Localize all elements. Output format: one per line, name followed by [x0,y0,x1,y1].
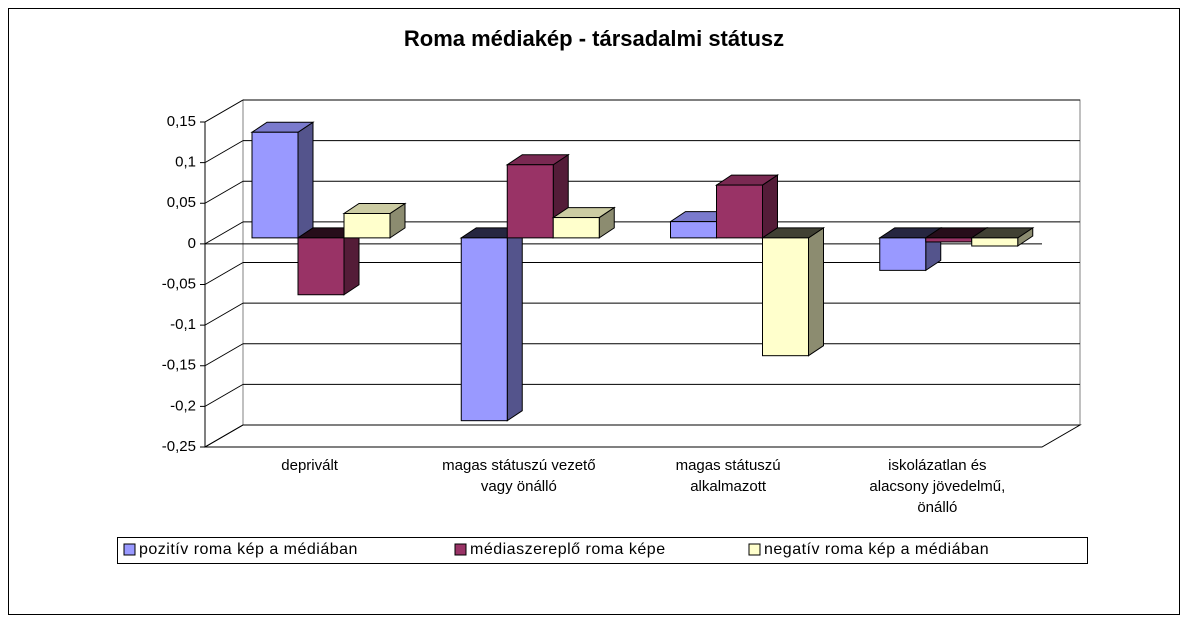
bar [343,213,391,239]
bar-side [506,226,523,422]
y-tick-label: -0,05 [162,275,196,292]
chart-frame [8,8,1180,615]
grid-line [204,221,244,245]
y-tick-label: 0,1 [175,154,196,171]
bar-side [808,226,824,357]
bar [762,237,809,357]
legend-label: médiaszereplő roma képe [470,541,666,558]
bar [925,237,973,243]
x-tick-label: önálló [917,499,957,516]
legend-swatch [748,543,761,556]
bar [460,237,508,422]
grid-line [204,262,244,285]
legend-box [117,537,1088,564]
bar [879,237,927,271]
x-tick-label: alkalmazott [690,478,767,495]
grid-line [204,140,244,164]
bar [971,237,1019,247]
bar [251,131,299,239]
x-tick-label: deprivált [281,457,339,474]
legend-swatch [123,543,136,556]
grid-line [204,99,244,123]
x-tick-label: magas státuszú vezető [442,457,595,474]
legend-swatch [454,543,467,556]
legend-label: pozitív roma kép a médiában [139,541,358,558]
x-tick-label: alacsony jövedelmű, [869,478,1005,495]
grid-line [204,343,244,367]
y-tick-label: 0,05 [167,194,196,211]
x-tick-label: vagy önálló [481,478,557,495]
legend-label: negatív roma kép a médiában [764,541,989,558]
grid-line [204,180,244,204]
grid-line [204,383,244,407]
bar-side [297,121,314,239]
bar [552,217,600,239]
bar [506,164,554,239]
x-tick-label: iskolázatlan és [888,457,986,474]
bar [716,184,763,239]
bar [297,237,345,296]
bar [670,221,717,239]
y-tick-label: -0,25 [162,438,196,455]
grid-line [204,302,244,326]
y-tick-label: 0,15 [167,113,196,130]
bar-side [762,174,778,239]
y-tick-label: 0 [188,235,196,252]
x-tick-label: magas státuszú [676,457,781,474]
y-tick-label: -0,15 [162,357,196,374]
chart-title: Roma médiakép - társadalmi státusz [404,26,784,51]
y-tick-label: -0,1 [170,316,196,333]
grid-line [204,424,244,448]
y-tick-label: -0,2 [170,397,196,414]
